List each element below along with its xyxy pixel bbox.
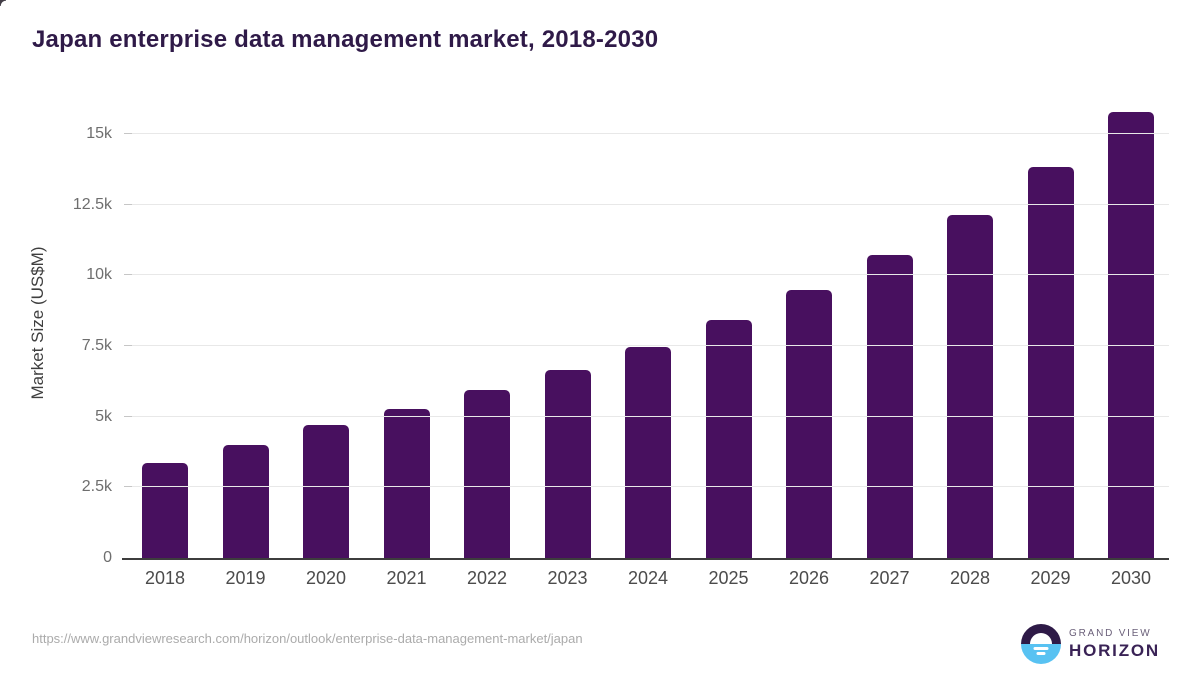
x-tick-label: 2023 (547, 568, 588, 588)
screenshot-corner-artifact (0, 0, 6, 6)
gridline (124, 203, 1169, 205)
logo-line-horizon: HORIZON (1069, 640, 1160, 660)
bar-2022[interactable] (464, 390, 510, 558)
x-tick-label: 2027 (869, 568, 910, 588)
chart-title: Japan enterprise data management market,… (32, 26, 659, 53)
x-axis-tick-labels: 2018 2019 2020 2021 2022 2023 2024 2025 2026 2027… (122, 568, 1169, 589)
plot-area (122, 100, 1169, 560)
sunrise-reflection-line (1036, 652, 1046, 655)
y-tick-label: 0 (103, 549, 112, 566)
bar-2030[interactable] (1108, 111, 1154, 558)
bar-2024[interactable] (625, 346, 671, 558)
gridline (124, 345, 1169, 346)
y-tick-label: 5k (95, 407, 112, 425)
bar-2026[interactable] (786, 290, 832, 558)
grand-view-horizon-logo: GRAND VIEW HORIZON (1021, 624, 1160, 664)
x-tick-label: 2020 (305, 568, 347, 588)
y-tick-label: 15k (86, 124, 112, 142)
x-tick-label: 2025 (708, 568, 749, 588)
bar-2025[interactable] (705, 320, 752, 558)
sunrise-dome-shape (1030, 633, 1052, 644)
gridline (124, 486, 1169, 488)
horizon-sunrise-icon (1021, 624, 1061, 664)
logo-text: GRAND VIEW HORIZON (1069, 628, 1160, 661)
bars-row (122, 100, 1169, 558)
gridline (124, 415, 1169, 417)
x-tick-label: 2030 (1110, 568, 1152, 588)
logo-line-grand-view: GRAND VIEW (1069, 627, 1152, 639)
y-tick-label: 10k (86, 266, 112, 284)
bar-2018[interactable] (142, 462, 188, 558)
x-tick-label: 2021 (386, 568, 427, 588)
y-axis-tick-labels: 0 2.5k 5k 7.5k 10k 12.5k 15k (0, 100, 112, 566)
x-tick-label: 2018 (144, 568, 186, 588)
y-tick-label: 12.5k (72, 195, 112, 213)
y-tick-label: 2.5k (81, 478, 112, 496)
x-tick-label: 2029 (1030, 568, 1071, 588)
bar-2023[interactable] (544, 370, 591, 558)
bar-2021[interactable] (383, 409, 430, 558)
x-tick-label: 2028 (949, 568, 991, 588)
x-tick-label: 2026 (788, 568, 830, 588)
x-tick-label: 2019 (225, 568, 266, 588)
source-url: https://www.grandviewresearch.com/horizo… (32, 631, 583, 646)
sunrise-reflection-line (1033, 647, 1049, 650)
x-tick-label: 2022 (466, 568, 508, 588)
x-tick-label: 2024 (627, 568, 669, 588)
gridline (124, 274, 1169, 276)
bar-2019[interactable] (222, 445, 269, 558)
bar-2020[interactable] (303, 425, 349, 558)
bar-2028[interactable] (947, 215, 993, 558)
y-tick-label: 7.5k (81, 337, 112, 354)
gridline (124, 132, 1169, 134)
bar-2029[interactable] (1027, 166, 1074, 558)
bar-2027[interactable] (866, 254, 913, 558)
